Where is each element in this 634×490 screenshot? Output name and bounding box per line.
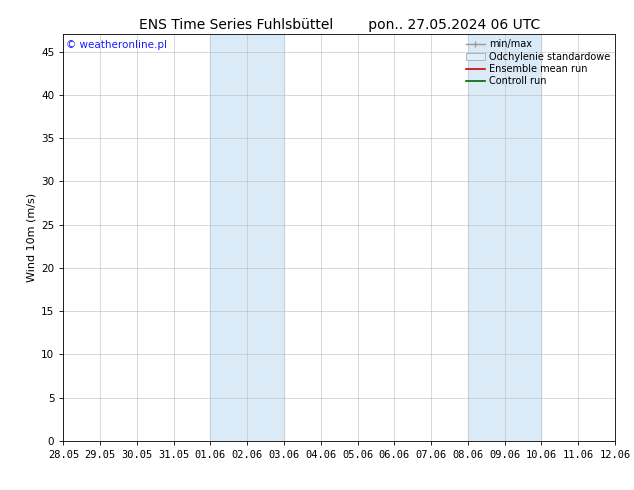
Legend: min/max, Odchylenie standardowe, Ensemble mean run, Controll run: min/max, Odchylenie standardowe, Ensembl…	[463, 36, 613, 89]
Y-axis label: Wind 10m (m/s): Wind 10m (m/s)	[27, 193, 37, 282]
Text: © weatheronline.pl: © weatheronline.pl	[66, 40, 167, 50]
Bar	[210, 34, 284, 441]
Bar	[468, 34, 541, 441]
Title: ENS Time Series Fuhlsbüttel        pon.. 27.05.2024 06 UTC: ENS Time Series Fuhlsbüttel pon.. 27.05.…	[139, 18, 540, 32]
